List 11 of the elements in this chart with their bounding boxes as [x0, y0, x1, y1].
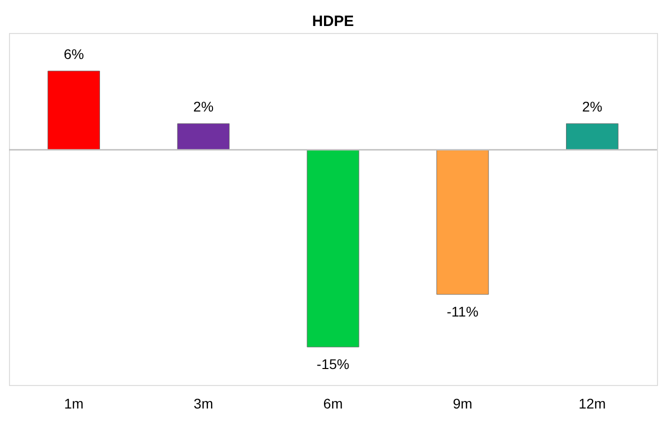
x-tick-label: 1m [64, 396, 84, 412]
x-tick-label: 12m [578, 396, 606, 412]
data-label: 2% [582, 98, 602, 115]
data-label: -15% [316, 356, 350, 372]
data-label: -11% [446, 303, 478, 320]
data-label: 6% [64, 46, 84, 62]
chart-title: HDPE [312, 13, 354, 30]
x-tick-label: 6m [323, 396, 343, 412]
x-tick-label: 9m [452, 396, 472, 412]
x-tick-label: 3m [194, 396, 214, 412]
data-label: 2% [193, 98, 214, 115]
